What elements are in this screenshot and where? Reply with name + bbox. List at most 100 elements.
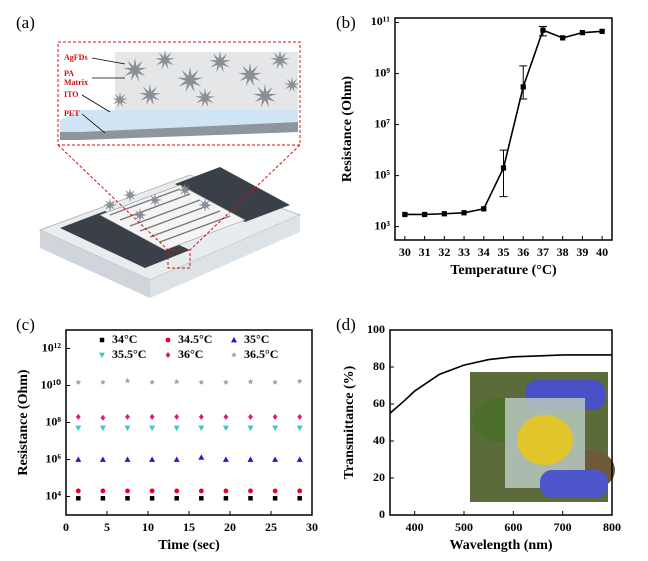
marker: [223, 496, 229, 501]
marker: [247, 456, 254, 462]
x-tick-label: 500: [455, 520, 473, 534]
marker: [125, 496, 130, 501]
schematic-label: ITO: [64, 90, 79, 99]
marker: [297, 413, 303, 420]
silver-flower: [123, 58, 147, 82]
marker: [75, 413, 81, 420]
y-tick-label: 10⁴: [45, 488, 61, 502]
marker: [248, 413, 253, 420]
marker: [149, 379, 155, 385]
plot-frame: [389, 329, 613, 516]
plot-frame: [394, 17, 613, 241]
zoom-box: [167, 249, 191, 269]
schematic-label: PET: [64, 109, 80, 118]
silver-flower: [209, 51, 231, 73]
x-tick-label: 800: [603, 520, 621, 534]
x-tick-label: 10: [142, 520, 154, 534]
marker: [441, 211, 447, 217]
marker: [99, 425, 106, 432]
y-tick-label: 10¹²: [42, 340, 62, 354]
marker: [173, 425, 180, 432]
y-tick-label: 60: [373, 396, 385, 410]
schematic: AgFDs PA Matrix ITO PET: [38, 41, 302, 298]
marker: [149, 496, 155, 501]
legend-marker: [231, 337, 237, 343]
silver-flower: [195, 88, 215, 108]
marker: [560, 35, 566, 41]
x-tick-label: 38: [557, 245, 569, 259]
silver-flower: [155, 50, 175, 70]
x-tick-label: 36: [517, 245, 529, 259]
x-tick-label: 600: [504, 520, 522, 534]
marker: [296, 456, 303, 462]
y-tick-label: 10¹¹: [371, 14, 391, 28]
schematic-label: AgFDs: [64, 53, 88, 62]
x-tick-label: 34: [478, 245, 490, 259]
marker: [222, 425, 229, 432]
legend-marker: [165, 337, 171, 343]
marker: [500, 165, 507, 171]
interdigitated-lines: [109, 188, 231, 243]
marker: [199, 496, 204, 501]
marker: [540, 27, 546, 33]
y-tick-label: 80: [373, 359, 385, 373]
substrate-side: [150, 215, 300, 298]
marker: [248, 496, 253, 501]
line: [389, 354, 612, 414]
marker: [461, 210, 467, 216]
leader-lines: [81, 57, 126, 134]
electrode: [175, 167, 290, 222]
marker: [247, 378, 254, 385]
marker: [520, 84, 526, 90]
legend-label: 36.5°C: [244, 347, 278, 361]
silver-flower: [198, 198, 212, 212]
marker: [272, 413, 278, 420]
x-tick-label: 20: [224, 520, 236, 534]
marker: [100, 496, 106, 501]
marker: [100, 414, 106, 421]
marker: [579, 30, 586, 36]
silver-flower: [112, 92, 128, 108]
marker: [174, 496, 179, 501]
marker: [100, 379, 106, 385]
y-tick-label: 10⁶: [45, 451, 61, 465]
marker: [402, 211, 408, 218]
x-tick-label: 700: [554, 520, 572, 534]
silver-flower: [238, 63, 262, 87]
marker: [149, 488, 155, 494]
x-tick-label: 0: [63, 520, 69, 534]
substrate-side: [40, 230, 150, 298]
silver-flower: [270, 50, 290, 70]
silver-flower: [178, 183, 192, 197]
y-axis-title: Transmittance (%): [342, 365, 357, 479]
marker: [125, 488, 130, 494]
x-tick-label: 39: [576, 245, 588, 259]
y-tick-label: 20: [373, 470, 385, 484]
marker: [99, 456, 106, 462]
legend-label: 34°C: [112, 332, 137, 346]
marker: [223, 488, 229, 494]
marker: [198, 413, 204, 420]
y-tick-label: 10⁸: [45, 414, 61, 428]
x-tick-label: 35: [498, 245, 510, 259]
marker: [173, 378, 180, 385]
glove: [540, 470, 608, 498]
electrode: [60, 211, 190, 268]
legend-marker: [231, 352, 237, 358]
marker: [124, 456, 131, 462]
marker: [198, 425, 205, 432]
x-axis-title: Temperature (°C): [450, 263, 557, 278]
marker: [198, 488, 204, 494]
x-tick-label: 5: [104, 520, 110, 534]
y-tick-label: 10⁷: [374, 116, 390, 130]
marker: [124, 425, 131, 432]
marker: [247, 425, 254, 432]
y-tick-label: 0: [379, 507, 385, 521]
y-tick-label: 40: [373, 433, 385, 447]
y-tick-label: 10¹⁰: [41, 377, 62, 391]
pet-layer: [60, 122, 298, 140]
x-tick-label: 400: [406, 520, 424, 534]
legend-marker: [99, 337, 105, 343]
marker: [198, 379, 205, 385]
